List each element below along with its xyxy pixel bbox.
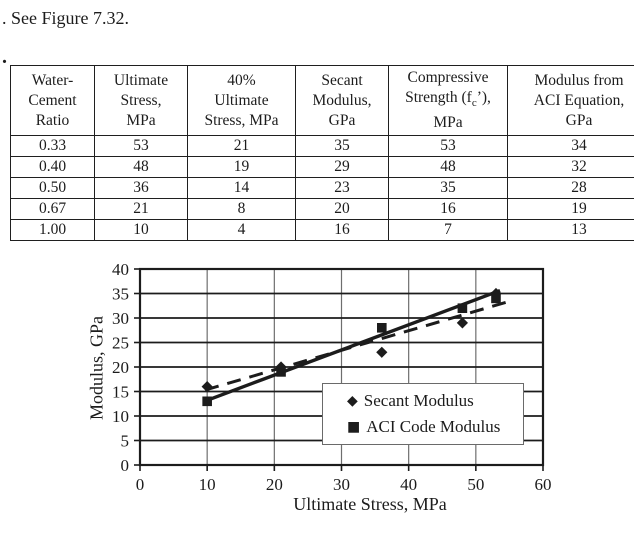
table-row: 0.33 53 21 35 53 34 xyxy=(10,135,634,157)
y-tick-label: 5 xyxy=(121,432,130,451)
table-row: 1.00 10 4 16 7 13 xyxy=(10,219,634,241)
y-tick-label: 15 xyxy=(112,383,129,402)
y-tick-label: 20 xyxy=(112,358,129,377)
table-cell: 29 xyxy=(295,156,389,178)
square-trendline xyxy=(203,288,501,403)
diamond-marker-icon: ◆ xyxy=(347,392,358,409)
square-data-point xyxy=(276,367,286,377)
table-cell: 0.33 xyxy=(10,135,95,157)
table-cell: 13 xyxy=(507,219,634,241)
table-cell: 0.40 xyxy=(10,156,95,178)
table-body: 0.33 53 21 35 53 34 0.40 48 19 29 48 32 0.50 36 14 23 35… xyxy=(10,135,634,241)
table-cell: 0.67 xyxy=(10,198,95,220)
chart-legend: ◆ Secant Modulus ■ ACI Code Modulus xyxy=(322,383,524,445)
table-cell: 48 xyxy=(94,156,188,178)
diamond-data-point xyxy=(201,381,213,393)
table-cell: 10 xyxy=(94,219,188,241)
x-tick-label: 0 xyxy=(136,475,145,494)
table-cell: 28 xyxy=(507,177,634,199)
table-row: 0.67 21 8 20 16 19 xyxy=(10,198,634,220)
table-cell: 14 xyxy=(187,177,296,199)
y-tick-label: 35 xyxy=(112,285,129,304)
diamond-data-point xyxy=(275,361,287,373)
square-marker-icon: ■ xyxy=(347,419,361,436)
table-cell: 36 xyxy=(94,177,188,199)
diamond-data-point xyxy=(376,346,388,358)
table-row: 0.50 36 14 23 35 28 xyxy=(10,177,634,199)
column-header-0: Water- Cement Ratio xyxy=(10,65,95,136)
column-header-5: Modulus from ACI Equation, GPa xyxy=(507,65,634,136)
table-cell: 20 xyxy=(295,198,389,220)
legend-label-aci: ACI Code Modulus xyxy=(366,417,501,437)
table-cell: 21 xyxy=(94,198,188,220)
table-header: Water- Cement Ratio Ultimate Stress, MPa 40% Ul… xyxy=(10,65,634,136)
table-header-row: Water- Cement Ratio Ultimate Stress, MPa 40% Ul… xyxy=(10,65,634,136)
table-cell: 53 xyxy=(388,135,508,157)
page-caption: . See Figure 7.32. xyxy=(2,8,129,28)
table-cell: 7 xyxy=(388,219,508,241)
table-cell: 0.50 xyxy=(10,177,95,199)
y-tick-label: 25 xyxy=(112,334,129,353)
square-data-point xyxy=(202,396,212,407)
square-data-point xyxy=(457,303,468,313)
legend-label-secant: Secant Modulus xyxy=(363,390,474,410)
results-table-wrap: Water- Cement Ratio Ultimate Stress, MPa 40% Ul… xyxy=(10,65,634,241)
diamond-trendline xyxy=(204,300,507,392)
table-cell: 35 xyxy=(388,177,508,199)
table-cell: 23 xyxy=(295,177,389,199)
legend-entry-secant-modulus: ◆ Secant Modulus xyxy=(347,391,523,411)
table-cell: 21 xyxy=(187,135,296,157)
y-tick-label: 30 xyxy=(112,309,129,328)
table-cell: 16 xyxy=(388,198,508,220)
chart-plot: 0 10 20 30 40 50 60 0 5 10 15 20 25 30 35 40 xyxy=(112,260,552,494)
table-cell: 35 xyxy=(295,135,389,157)
table-cell: 32 xyxy=(507,156,634,178)
column-header-2: 40% Ultimate Stress, MPa xyxy=(187,65,296,136)
column-header-1: Ultimate Stress, MPa xyxy=(94,65,188,136)
x-tick-label: 50 xyxy=(467,475,484,494)
table-cell: 34 xyxy=(507,135,634,157)
x-axis-title: Ultimate Stress, MPa xyxy=(293,494,447,514)
x-tick-label: 20 xyxy=(266,475,283,494)
y-axis-title: Modulus, GPa xyxy=(86,315,107,421)
x-tick-label: 30 xyxy=(333,475,350,494)
x-tick-label: 10 xyxy=(199,475,216,494)
modulus-chart: 0 10 20 30 40 50 60 0 5 10 15 20 25 30 35 40 xyxy=(85,255,585,505)
list-marker-dot: . xyxy=(2,46,7,68)
y-tick-label: 40 xyxy=(112,260,129,279)
table-cell: 19 xyxy=(507,198,634,220)
legend-entry-aci-code-modulus: ■ ACI Code Modulus xyxy=(347,417,523,437)
x-tick-label: 60 xyxy=(535,475,552,494)
table-cell: 1.00 xyxy=(10,219,95,241)
table-cell: 19 xyxy=(187,156,296,178)
square-data-point xyxy=(491,293,501,304)
y-tick-label: 10 xyxy=(112,407,129,426)
table-row: 0.40 48 19 29 48 32 xyxy=(10,156,634,178)
x-tick-label: 40 xyxy=(400,475,417,494)
column-header-4: Compressive Strength (fc’), MPa xyxy=(388,65,508,136)
table-cell: 48 xyxy=(388,156,508,178)
table-cell: 53 xyxy=(94,135,188,157)
table-cell: 16 xyxy=(295,219,389,241)
y-tick-label: 0 xyxy=(121,456,130,475)
square-data-point xyxy=(377,323,387,333)
diamond-data-point xyxy=(456,317,468,329)
table-cell: 4 xyxy=(187,219,296,241)
results-table: Water- Cement Ratio Ultimate Stress, MPa 40% Ul… xyxy=(10,65,634,241)
column-header-3: Secant Modulus, GPa xyxy=(295,65,389,136)
table-cell: 8 xyxy=(187,198,296,220)
